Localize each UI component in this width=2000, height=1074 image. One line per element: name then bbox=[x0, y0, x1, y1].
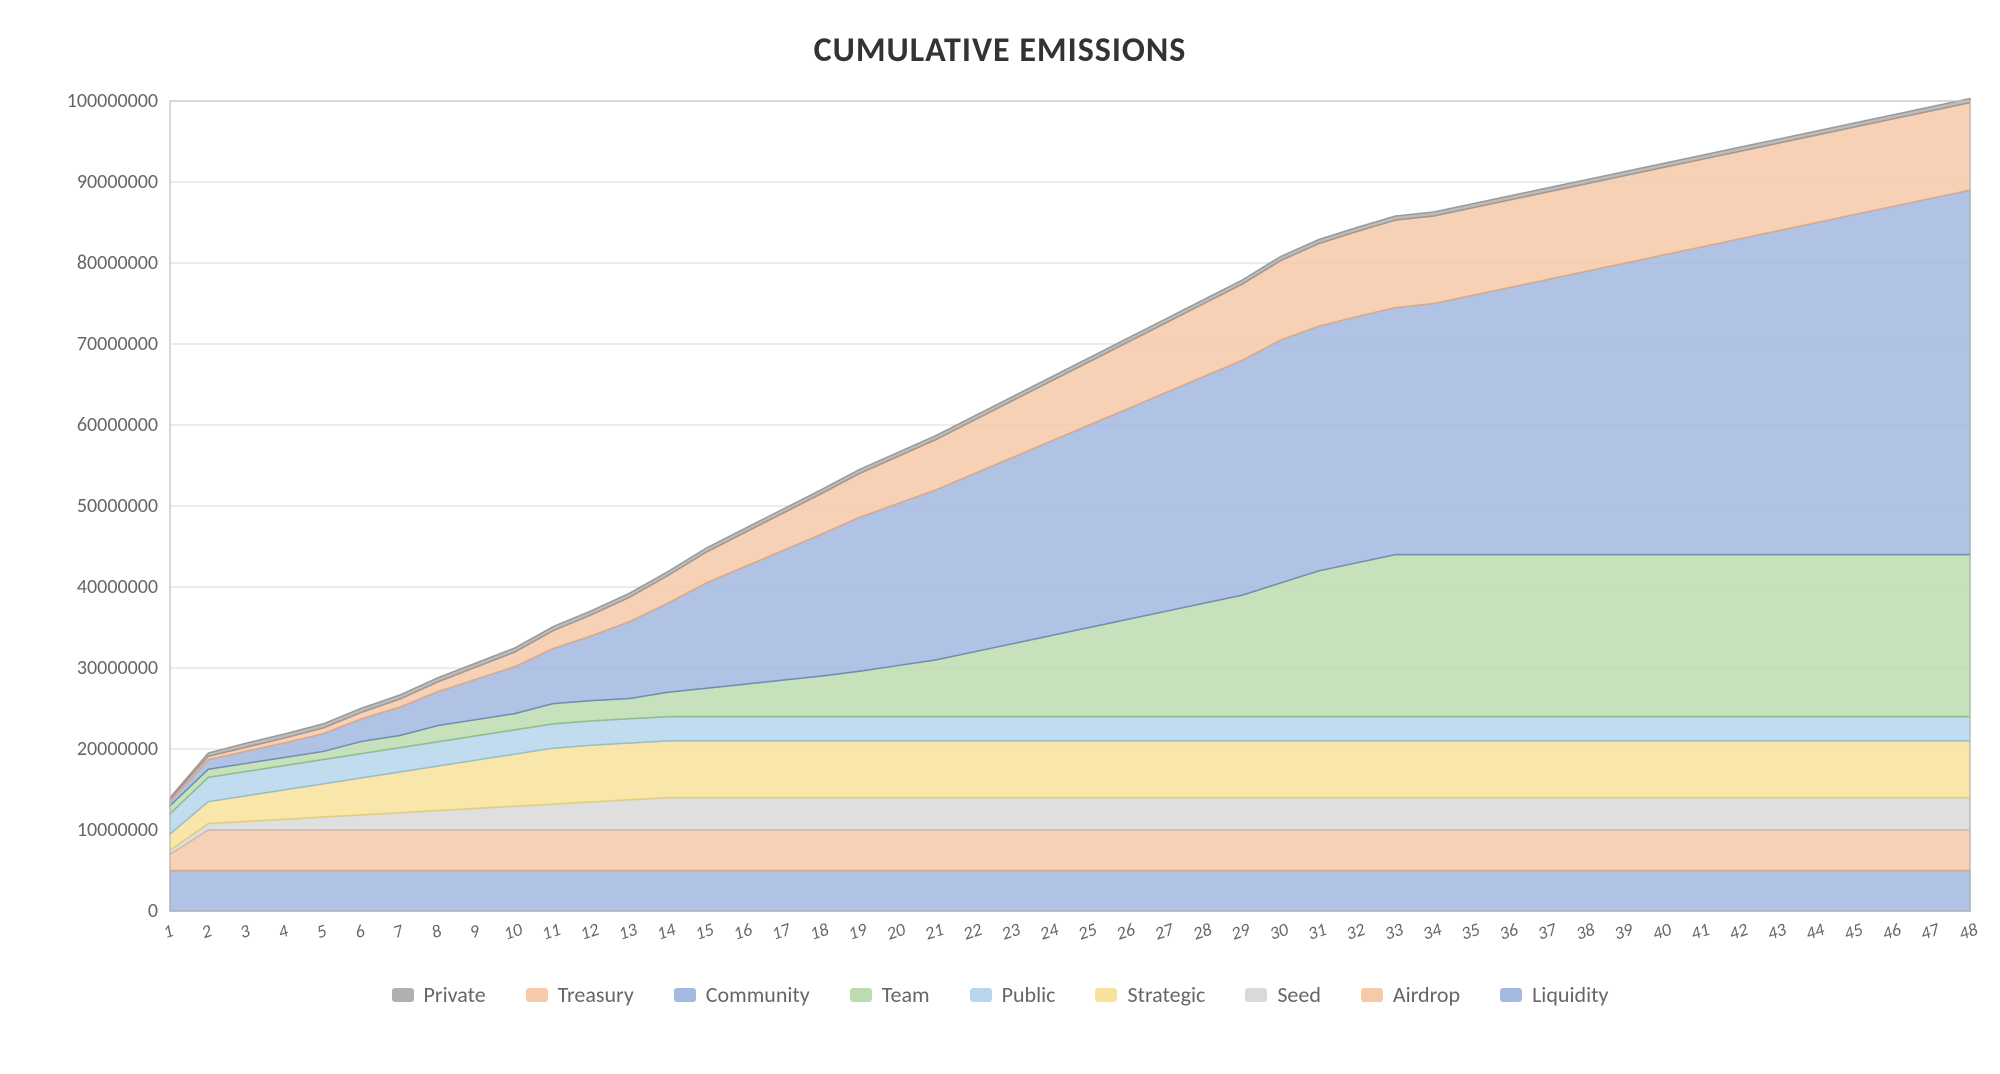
y-tick-label: 70000000 bbox=[77, 332, 158, 356]
legend-item-private: Private bbox=[392, 981, 486, 1008]
x-tick-label: 40 bbox=[1650, 918, 1675, 945]
chart-container: CUMULATIVE EMISSIONS 0 10000000 20000000 30… bbox=[0, 0, 2000, 1074]
x-tick-label: 10 bbox=[501, 918, 526, 945]
series-area-liquidity bbox=[170, 871, 1970, 912]
legend-label: Airdrop bbox=[1393, 981, 1460, 1008]
legend-item-liquidity: Liquidity bbox=[1500, 981, 1608, 1008]
series-area-airdrop bbox=[170, 830, 1970, 871]
x-tick-label: 38 bbox=[1573, 918, 1597, 945]
legend-swatch bbox=[1500, 988, 1522, 1002]
legend-label: Private bbox=[424, 981, 486, 1008]
x-tick-label: 17 bbox=[769, 918, 794, 945]
x-tick-label: 19 bbox=[845, 918, 870, 945]
x-tick-label: 22 bbox=[960, 918, 984, 945]
x-tick-label: 34 bbox=[1420, 918, 1445, 945]
x-tick-label: 12 bbox=[577, 918, 601, 945]
y-tick-label: 20000000 bbox=[77, 737, 158, 761]
x-tick-label: 35 bbox=[1458, 918, 1482, 945]
x-tick-label: 29 bbox=[1228, 918, 1253, 945]
x-tick-label: 20 bbox=[884, 918, 909, 945]
x-tick-label: 16 bbox=[731, 918, 755, 945]
x-tick-label: 44 bbox=[1803, 918, 1828, 945]
x-tick-label: 37 bbox=[1535, 918, 1560, 945]
legend-swatch bbox=[1245, 988, 1267, 1002]
x-tick-label: 2 bbox=[199, 919, 214, 943]
x-tick-label: 5 bbox=[314, 919, 329, 943]
x-tick-label: 8 bbox=[428, 919, 443, 943]
x-tick-label: 43 bbox=[1765, 918, 1790, 945]
y-tick-label: 30000000 bbox=[77, 656, 158, 680]
x-tick-label: 9 bbox=[467, 919, 483, 943]
x-tick-label: 39 bbox=[1611, 918, 1636, 945]
legend-label: Liquidity bbox=[1532, 981, 1608, 1008]
x-tick-label: 28 bbox=[1190, 918, 1214, 945]
legend-swatch bbox=[1095, 988, 1117, 1002]
x-tick-label: 1 bbox=[160, 919, 175, 943]
x-tick-label: 47 bbox=[1918, 918, 1943, 945]
legend-item-seed: Seed bbox=[1245, 981, 1321, 1008]
x-tick-label: 27 bbox=[1152, 918, 1177, 945]
y-tick-label: 90000000 bbox=[77, 170, 158, 194]
legend-swatch bbox=[392, 988, 414, 1002]
y-tick-label: 100000000 bbox=[67, 89, 158, 113]
x-tick-label: 48 bbox=[1956, 918, 1980, 945]
legend-swatch bbox=[850, 988, 872, 1002]
x-tick-label: 13 bbox=[616, 918, 641, 945]
legend-label: Seed bbox=[1277, 981, 1321, 1008]
x-tick-label: 32 bbox=[1343, 918, 1367, 945]
legend-item-community: Community bbox=[674, 981, 810, 1008]
x-tick-label: 46 bbox=[1879, 918, 1903, 945]
x-tick-label: 23 bbox=[999, 918, 1024, 945]
x-tick-label: 14 bbox=[654, 918, 679, 945]
x-tick-label: 25 bbox=[1075, 918, 1099, 945]
x-tick-label: 42 bbox=[1726, 918, 1750, 945]
chart-svg: 0 10000000 20000000 30000000 40000000 5000000… bbox=[0, 71, 2000, 971]
legend-label: Community bbox=[706, 981, 810, 1008]
legend-item-treasury: Treasury bbox=[526, 981, 634, 1008]
y-tick-label: 80000000 bbox=[77, 251, 158, 275]
chart-title: CUMULATIVE EMISSIONS bbox=[0, 0, 2000, 71]
x-tick-label: 7 bbox=[390, 919, 406, 943]
legend-swatch bbox=[970, 988, 992, 1002]
legend-item-airdrop: Airdrop bbox=[1361, 981, 1460, 1008]
y-tick-label: 60000000 bbox=[77, 413, 158, 437]
y-tick-label: 0 bbox=[148, 899, 158, 923]
y-tick-label: 10000000 bbox=[77, 818, 158, 842]
legend-item-strategic: Strategic bbox=[1095, 981, 1205, 1008]
y-tick-label: 40000000 bbox=[77, 575, 158, 599]
legend-swatch bbox=[526, 988, 548, 1002]
plot-area: 0 10000000 20000000 30000000 40000000 5000000… bbox=[0, 71, 2000, 971]
legend-swatch bbox=[1361, 988, 1383, 1002]
x-tick-label: 3 bbox=[237, 919, 253, 943]
legend-swatch bbox=[674, 988, 696, 1002]
legend-label: Strategic bbox=[1127, 981, 1205, 1008]
x-tick-label: 6 bbox=[352, 919, 367, 943]
x-tick-label: 4 bbox=[275, 919, 291, 943]
legend-label: Treasury bbox=[558, 981, 634, 1008]
x-tick-label: 26 bbox=[1114, 918, 1138, 945]
x-tick-label: 31 bbox=[1305, 918, 1329, 945]
legend-item-team: Team bbox=[850, 981, 930, 1008]
y-tick-label: 50000000 bbox=[77, 494, 158, 518]
legend-item-public: Public bbox=[970, 981, 1056, 1008]
x-tick-label: 15 bbox=[692, 918, 716, 945]
x-tick-label: 41 bbox=[1688, 918, 1712, 945]
legend: Private Treasury Community Team Public Strate… bbox=[0, 981, 2000, 1008]
x-tick-label: 18 bbox=[807, 918, 831, 945]
legend-label: Public bbox=[1002, 981, 1056, 1008]
x-tick-label: 36 bbox=[1496, 918, 1520, 945]
x-tick-label: 21 bbox=[922, 918, 946, 945]
x-tick-label: 33 bbox=[1382, 918, 1407, 945]
x-tick-label: 30 bbox=[1267, 918, 1292, 945]
x-tick-label: 24 bbox=[1037, 918, 1062, 945]
x-tick-label: 45 bbox=[1841, 918, 1865, 945]
x-tick-label: 11 bbox=[539, 918, 563, 945]
legend-label: Team bbox=[882, 981, 930, 1008]
